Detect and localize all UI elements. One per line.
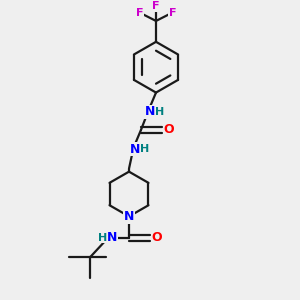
Text: H: H	[98, 233, 107, 243]
Text: O: O	[163, 123, 174, 136]
Text: F: F	[169, 8, 176, 19]
Text: N: N	[124, 210, 134, 223]
Text: H: H	[155, 107, 164, 117]
Text: N: N	[107, 231, 118, 244]
Text: N: N	[145, 106, 155, 118]
Text: N: N	[130, 143, 140, 156]
Text: F: F	[136, 8, 143, 19]
Text: F: F	[152, 1, 160, 11]
Text: H: H	[140, 144, 149, 154]
Text: O: O	[151, 231, 162, 244]
